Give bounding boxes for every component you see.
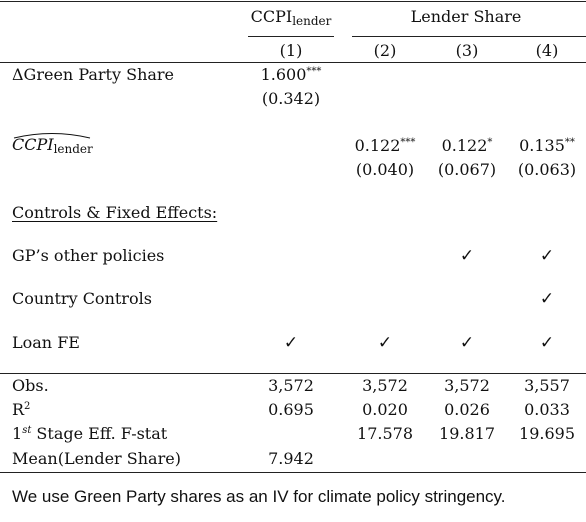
fstat-3: 19.817 <box>439 424 495 443</box>
stats-rule <box>0 373 586 374</box>
col-num-3: (3) <box>455 41 479 60</box>
gp-other-check-3: ✓ <box>459 246 475 266</box>
obs-2: 3,572 <box>362 376 408 395</box>
gp-share-coef: 1.600*** <box>260 65 322 84</box>
row-label-loan-fe: Loan FE <box>12 333 80 352</box>
row-label-gp-other: GP’s other policies <box>12 246 165 265</box>
group-rule-cols24 <box>352 36 586 37</box>
cols24-group-header: Lender Share <box>410 7 522 26</box>
row-label-r2: R2 <box>12 400 31 419</box>
obs-1: 3,572 <box>268 376 314 395</box>
fstat-4: 19.695 <box>519 424 575 443</box>
ccpi-coef-2: 0.122*** <box>354 136 416 155</box>
row-label-fstat: 1st Stage Eff. F-stat <box>12 424 168 443</box>
caption-text: We use Green Party shares as an IV for c… <box>12 487 506 506</box>
bottom-rule <box>0 472 586 473</box>
col-num-2: (2) <box>373 41 397 60</box>
obs-3: 3,572 <box>444 376 490 395</box>
gp-other-check-4: ✓ <box>539 246 555 266</box>
loan-fe-check-1: ✓ <box>283 333 299 353</box>
row-label-mean: Mean(Lender Share) <box>12 449 181 468</box>
ccpi-coef-3: 0.122* <box>441 136 493 155</box>
r2-2: 0.020 <box>362 400 408 419</box>
row-label-country-controls: Country Controls <box>12 289 152 308</box>
ccpi-se-3: (0.067) <box>437 160 497 179</box>
loan-fe-check-3: ✓ <box>459 333 475 353</box>
col-num-4: (4) <box>535 41 559 60</box>
hat-accent-icon <box>13 133 91 139</box>
row-label-gp-share: ΔGreen Party Share <box>12 65 175 84</box>
ccpi-se-4: (0.063) <box>517 160 577 179</box>
loan-fe-check-2: ✓ <box>377 333 393 353</box>
controls-heading: Controls & Fixed Effects: <box>12 203 218 222</box>
fstat-2: 17.578 <box>357 424 413 443</box>
row-label-obs: Obs. <box>12 376 49 395</box>
obs-4: 3,557 <box>524 376 570 395</box>
r2-3: 0.026 <box>444 400 490 419</box>
ccpi-coef-4: 0.135** <box>519 136 575 155</box>
gp-share-se: (0.342) <box>261 89 321 108</box>
header-rule <box>0 62 586 63</box>
col-num-1: (1) <box>279 41 303 60</box>
group-rule-col1 <box>248 36 334 37</box>
ccpi-se-2: (0.040) <box>355 160 415 179</box>
country-controls-check-4: ✓ <box>539 289 555 309</box>
mean-1: 7.942 <box>268 449 314 468</box>
col1-group-header: CCPIlender <box>250 7 332 28</box>
r2-1: 0.695 <box>268 400 314 419</box>
top-rule <box>0 1 586 2</box>
loan-fe-check-4: ✓ <box>539 333 555 353</box>
r2-4: 0.033 <box>524 400 570 419</box>
row-label-ccpi-hat: CCPIlender <box>12 133 93 156</box>
